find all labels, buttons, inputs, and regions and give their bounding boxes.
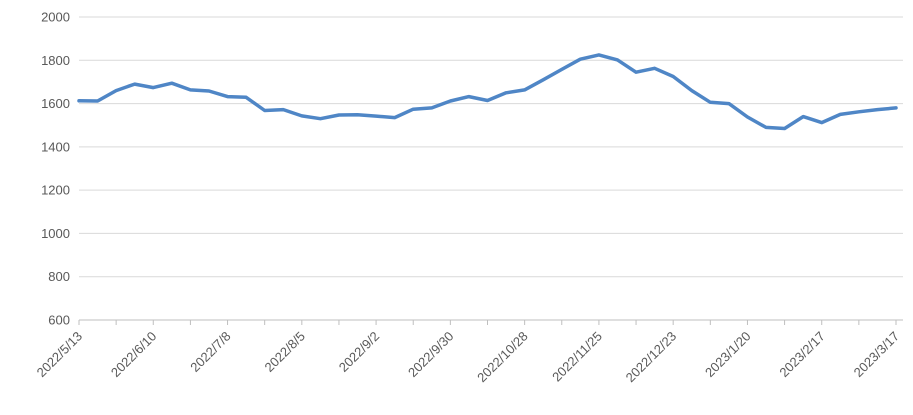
y-tick-label-1600: 1600: [41, 96, 70, 111]
x-axis-tick-labels: 2022/5/13 2022/6/10 2022/7/8 2022/8/5 2022/9…: [34, 329, 903, 386]
x-tick-label: 2022/9/2: [336, 329, 382, 375]
x-tick-label: 2022/12/23: [623, 329, 680, 386]
x-tick-label: 2022/9/30: [405, 329, 457, 381]
x-tick-label: 2022/5/13: [34, 329, 86, 381]
y-tick-label-600: 600: [48, 313, 70, 328]
series-polyline: [77, 53, 898, 131]
x-tick-label: 2023/2/17: [776, 329, 828, 381]
x-tick-label: 2022/6/10: [108, 329, 160, 381]
x-tick-label: 2022/11/25: [549, 329, 605, 385]
y-axis-tick-labels: 600 800 1000 1200 1400 1600 1800 2000: [41, 10, 70, 328]
x-tick-label: 2023/1/20: [702, 329, 754, 381]
y-tick-label-2000: 2000: [41, 10, 70, 25]
y-tick-label-1800: 1800: [41, 53, 70, 68]
x-tick-label: 2023/3/17: [851, 329, 903, 381]
x-tick-label: 2022/8/5: [262, 329, 308, 375]
horizontal-gridlines: [79, 16, 903, 321]
x-axis-line-and-ticks: [78, 320, 897, 325]
y-tick-label-800: 800: [48, 269, 70, 284]
y-tick-label-1400: 1400: [41, 139, 70, 154]
y-tick-label-1000: 1000: [41, 226, 70, 241]
y-tick-label-1200: 1200: [41, 183, 70, 198]
data-series-line: [77, 53, 898, 131]
x-tick-label: 2022/10/28: [474, 329, 531, 386]
x-tick-label: 2022/7/8: [187, 329, 233, 375]
